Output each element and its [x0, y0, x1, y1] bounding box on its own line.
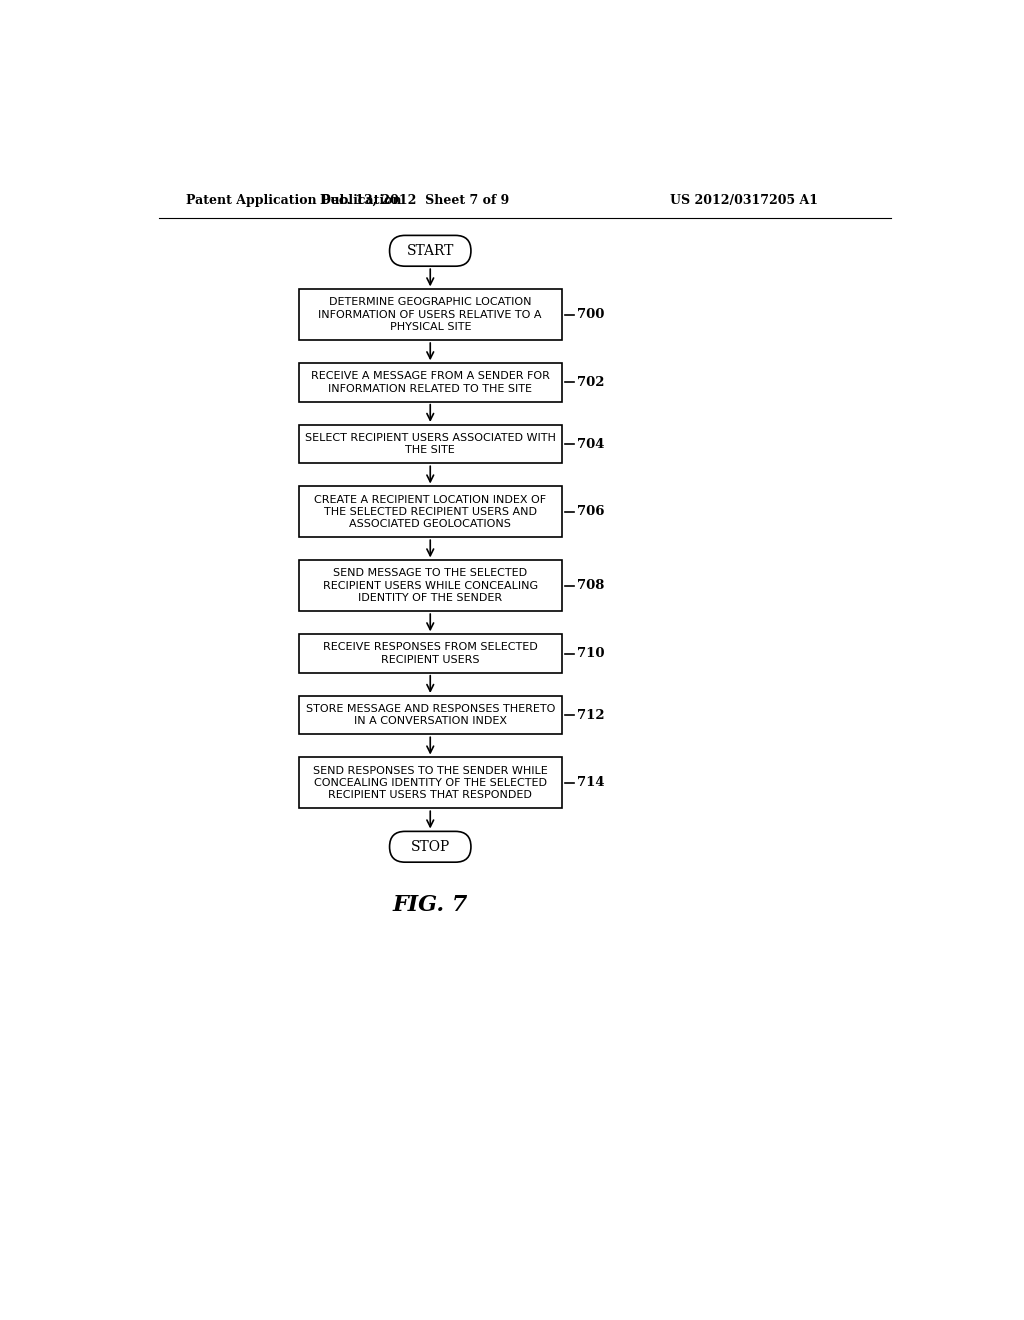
Bar — [299, 487, 562, 537]
Text: US 2012/0317205 A1: US 2012/0317205 A1 — [671, 194, 818, 207]
Text: CONCEALING IDENTITY OF THE SELECTED: CONCEALING IDENTITY OF THE SELECTED — [313, 777, 547, 788]
Bar — [299, 696, 562, 734]
Text: RECIPIENT USERS THAT RESPONDED: RECIPIENT USERS THAT RESPONDED — [329, 791, 532, 800]
Text: INFORMATION OF USERS RELATIVE TO A: INFORMATION OF USERS RELATIVE TO A — [318, 310, 542, 319]
Bar — [299, 363, 562, 401]
Text: PHYSICAL SITE: PHYSICAL SITE — [389, 322, 471, 333]
Text: RECEIVE A MESSAGE FROM A SENDER FOR: RECEIVE A MESSAGE FROM A SENDER FOR — [311, 371, 550, 381]
Bar — [299, 560, 562, 611]
Bar — [299, 758, 562, 808]
Text: FIG. 7: FIG. 7 — [392, 894, 468, 916]
Text: 702: 702 — [578, 376, 605, 389]
Text: 708: 708 — [578, 579, 605, 593]
Text: 700: 700 — [578, 308, 605, 321]
Text: THE SITE: THE SITE — [406, 445, 455, 455]
Text: SEND MESSAGE TO THE SELECTED: SEND MESSAGE TO THE SELECTED — [333, 569, 527, 578]
Text: SEND RESPONSES TO THE SENDER WHILE: SEND RESPONSES TO THE SENDER WHILE — [313, 766, 548, 776]
Text: Dec. 13, 2012  Sheet 7 of 9: Dec. 13, 2012 Sheet 7 of 9 — [321, 194, 509, 207]
Text: RECEIVE RESPONSES FROM SELECTED: RECEIVE RESPONSES FROM SELECTED — [323, 643, 538, 652]
Text: STORE MESSAGE AND RESPONSES THERETO: STORE MESSAGE AND RESPONSES THERETO — [305, 704, 555, 714]
Text: SELECT RECIPIENT USERS ASSOCIATED WITH: SELECT RECIPIENT USERS ASSOCIATED WITH — [305, 433, 556, 444]
FancyBboxPatch shape — [389, 235, 471, 267]
Text: Patent Application Publication: Patent Application Publication — [186, 194, 401, 207]
Text: RECIPIENT USERS: RECIPIENT USERS — [381, 655, 479, 665]
Text: 712: 712 — [578, 709, 605, 722]
Text: INFORMATION RELATED TO THE SITE: INFORMATION RELATED TO THE SITE — [329, 384, 532, 393]
Bar — [299, 425, 562, 463]
Text: IDENTITY OF THE SENDER: IDENTITY OF THE SENDER — [358, 593, 503, 603]
Text: 706: 706 — [578, 506, 605, 519]
Text: STOP: STOP — [411, 840, 450, 854]
Bar — [299, 289, 562, 341]
Bar — [299, 635, 562, 673]
Text: 710: 710 — [578, 647, 605, 660]
Text: RECIPIENT USERS WHILE CONCEALING: RECIPIENT USERS WHILE CONCEALING — [323, 581, 538, 591]
Text: THE SELECTED RECIPIENT USERS AND: THE SELECTED RECIPIENT USERS AND — [324, 507, 537, 517]
Text: 714: 714 — [578, 776, 605, 789]
FancyBboxPatch shape — [389, 832, 471, 862]
Text: DETERMINE GEOGRAPHIC LOCATION: DETERMINE GEOGRAPHIC LOCATION — [329, 297, 531, 308]
Text: 704: 704 — [578, 437, 605, 450]
Text: IN A CONVERSATION INDEX: IN A CONVERSATION INDEX — [353, 717, 507, 726]
Text: ASSOCIATED GEOLOCATIONS: ASSOCIATED GEOLOCATIONS — [349, 519, 511, 529]
Text: CREATE A RECIPIENT LOCATION INDEX OF: CREATE A RECIPIENT LOCATION INDEX OF — [314, 495, 547, 504]
Text: START: START — [407, 244, 454, 257]
